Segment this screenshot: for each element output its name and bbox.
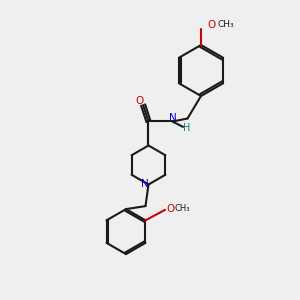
Text: CH₃: CH₃	[217, 20, 234, 29]
Text: O: O	[135, 96, 144, 106]
Text: CH₃: CH₃	[174, 204, 190, 213]
Text: N: N	[141, 179, 149, 190]
Text: O: O	[207, 20, 216, 30]
Text: N: N	[169, 113, 176, 123]
Text: H: H	[183, 123, 190, 134]
Text: O: O	[166, 204, 175, 214]
